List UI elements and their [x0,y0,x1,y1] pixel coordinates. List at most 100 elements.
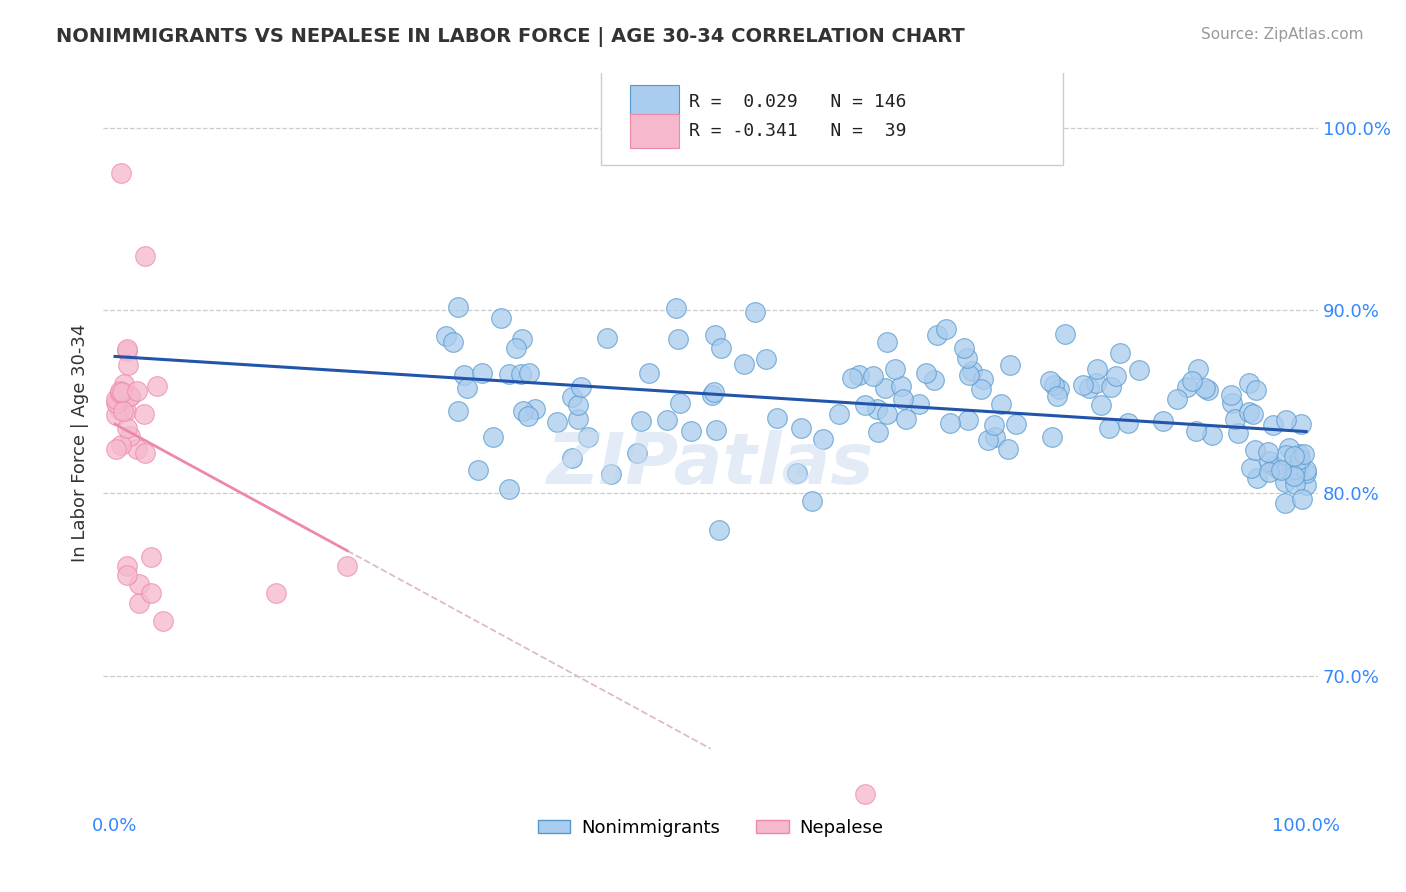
Point [471,366,494,380]
Point [105,408,128,422]
Point [1295,463,1317,477]
Point [1288,460,1310,475]
Point [1040,430,1063,444]
Point [108,385,131,400]
Point [1098,421,1121,435]
Point [108,384,131,398]
Point [1046,389,1069,403]
Point [1284,462,1306,476]
Point [104,442,127,456]
Point [828,407,851,421]
Point [1194,381,1216,395]
Point [111,404,134,418]
Point [120,429,142,443]
Point [1128,363,1150,377]
Point [127,384,149,399]
Point [498,367,520,381]
Point [127,442,149,457]
Point [104,392,127,406]
Point [883,362,905,376]
Point [1295,467,1317,481]
Point [1274,496,1296,510]
Point [925,327,948,342]
Point [1294,447,1316,461]
Point [755,352,778,367]
Point [1187,362,1209,376]
Point [152,614,174,628]
Point [710,341,733,355]
Point [1201,428,1223,442]
Point [117,344,139,359]
Point [519,366,541,380]
Point [1274,413,1296,427]
Point [114,377,136,392]
Point [512,403,534,417]
Point [703,327,725,342]
Point [801,494,824,508]
Point [491,311,513,326]
Point [1099,380,1122,394]
Point [707,523,730,537]
Point [765,410,787,425]
Point [111,384,134,399]
Point [1278,441,1301,455]
Point [546,415,568,429]
Point [1104,368,1126,383]
Point [571,380,593,394]
Point [134,249,156,263]
Point [1241,407,1264,421]
Point [1270,463,1292,477]
Point [567,412,589,426]
Point [786,466,808,480]
Point [1047,382,1070,396]
Point [924,373,946,387]
Point [666,333,689,347]
Point [1261,418,1284,433]
Point [790,421,813,435]
Point [561,451,583,466]
Point [1263,458,1285,473]
Point [700,387,723,401]
Point [1152,414,1174,428]
Point [115,568,138,582]
Point [510,368,533,382]
Point [510,332,533,346]
Point [1274,475,1296,489]
FancyBboxPatch shape [630,85,679,119]
Point [1237,405,1260,419]
Point [1053,326,1076,341]
Point [132,407,155,421]
Point [875,380,897,394]
Point [453,368,475,382]
Point [264,586,287,600]
Point [1090,398,1112,412]
Point [117,358,139,372]
Point [669,395,692,409]
Point [1181,374,1204,388]
Point [505,341,527,355]
Point [1258,453,1281,467]
Point [524,402,547,417]
Point [703,385,725,400]
Point [956,413,979,427]
Point [110,438,132,452]
Point [733,358,755,372]
Point [977,433,1000,447]
Point [1237,376,1260,391]
Point [128,596,150,610]
Point [990,396,1012,410]
Point [679,424,702,438]
Point [1274,448,1296,462]
Point [482,430,505,444]
Point [1166,392,1188,406]
Point [456,381,478,395]
Point [447,404,470,418]
Point [576,429,599,443]
Point [626,446,648,460]
Point [115,403,138,417]
Point [704,423,727,437]
Point [1240,461,1263,475]
Point [997,442,1019,456]
Point [128,577,150,591]
Point [1288,447,1310,461]
